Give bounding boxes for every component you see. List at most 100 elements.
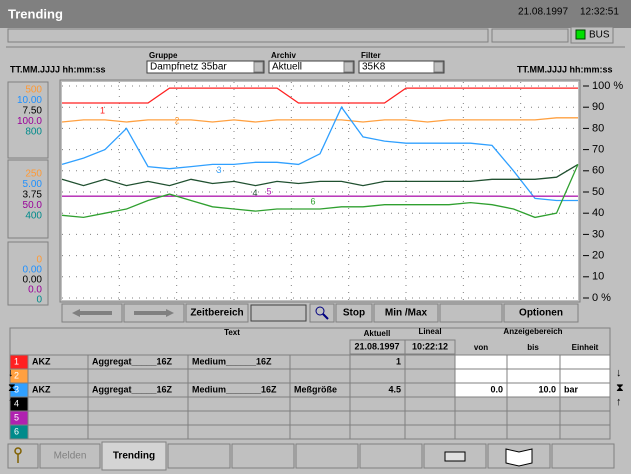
empty-button[interactable] (439, 303, 503, 323)
gruppe-select[interactable]: Dampfnetz 35bar (146, 60, 265, 74)
table-cell (559, 410, 611, 426)
tab[interactable] (295, 443, 359, 469)
scale-value: 400 (25, 211, 42, 222)
y-tick-label: 40 (592, 207, 604, 219)
trend-line (61, 164, 579, 219)
table-cell (349, 424, 406, 440)
select-box[interactable] (268, 60, 355, 74)
tab-label[interactable]: Melden (54, 451, 87, 462)
start-time: TT.MM.JJJJ hh:mm:ss (10, 64, 106, 74)
tab[interactable] (359, 443, 423, 469)
swap-icon: ⧗ (8, 382, 16, 394)
table-cell (187, 396, 291, 412)
table-cell (506, 424, 561, 440)
archiv-select[interactable]: Aktuell (268, 60, 355, 74)
print-button[interactable] (423, 443, 487, 469)
table-cell (289, 368, 351, 384)
scale-value: 0 (36, 295, 42, 306)
zoom-button[interactable] (309, 303, 335, 323)
table-cell (559, 424, 611, 440)
table-cell (506, 354, 561, 370)
table-cell (454, 424, 508, 440)
minmax-button[interactable] (373, 303, 439, 323)
button-label[interactable]: Stop (343, 308, 365, 319)
select-box[interactable] (146, 60, 265, 74)
table-cell (289, 410, 351, 426)
trend-line (62, 87, 578, 104)
cell-text: 3 (14, 384, 19, 394)
button-label[interactable]: Optionen (519, 308, 563, 319)
table-cell (404, 424, 456, 440)
tab-bar: Melden Trending (0, 441, 631, 474)
select-button[interactable] (253, 61, 264, 73)
y-tick-label: 30 (592, 228, 604, 240)
column-header: Einheit (572, 343, 599, 352)
table-cell (349, 368, 406, 384)
reference-date: 21.08.1997 (354, 341, 399, 351)
zeitbereich-button[interactable] (185, 303, 249, 323)
tab-label[interactable]: Trending (113, 451, 155, 462)
table-cell (87, 396, 189, 412)
optionen-button[interactable] (503, 303, 579, 323)
header-cell (404, 339, 456, 355)
cell-text: 1 (396, 356, 401, 366)
tab[interactable] (167, 443, 231, 469)
series-label: 1 (100, 105, 105, 115)
column-header: Text (224, 328, 240, 337)
cell-text: 2 (14, 370, 19, 380)
arrow-left (72, 309, 112, 317)
table-cell (289, 354, 351, 370)
filter-select[interactable]: 35K8 (358, 60, 445, 74)
select-button[interactable] (433, 61, 444, 73)
table-cell (187, 410, 291, 426)
arrow-right (134, 309, 174, 317)
y-tick-label: 10 (592, 271, 604, 283)
y-tick-label: 70 (592, 144, 604, 156)
tab[interactable] (231, 443, 295, 469)
table-cell (506, 368, 561, 384)
y-tick-label: 100 % (592, 80, 623, 92)
move-down-icon: ↓ (8, 367, 14, 379)
zeitbereich-input[interactable] (250, 304, 307, 322)
y-tick-label: 80 (592, 122, 604, 134)
series-label: 3 (217, 165, 222, 175)
cell-text: Medium_______16Z (192, 384, 277, 394)
series-label: 4 (253, 188, 258, 198)
table-cell (289, 396, 351, 412)
column-header: Anzeigebereich (503, 327, 562, 336)
cell-text: bar (564, 384, 579, 394)
trending-tab[interactable] (101, 441, 167, 471)
move-up-icon: ↑ (8, 396, 14, 408)
table-cell (454, 396, 508, 412)
move-down-icon: ↓ (616, 367, 622, 379)
stop-button[interactable] (335, 303, 373, 323)
table-cell (404, 368, 456, 384)
move-up-icon: ↑ (616, 396, 622, 408)
tab[interactable] (551, 443, 615, 469)
select-value[interactable]: Dampfnetz 35bar (150, 62, 227, 73)
cell-text: 4 (14, 398, 19, 408)
table-cell (289, 424, 351, 440)
select-value[interactable]: Aktuell (272, 62, 302, 73)
table-cell (27, 368, 89, 384)
select-button[interactable] (343, 61, 354, 73)
zoom-icon (322, 313, 329, 320)
scale-value: 0 (36, 255, 42, 266)
button-label[interactable]: Min /Max (385, 308, 428, 319)
cell-text: Meßgröße (294, 384, 337, 394)
button-label[interactable]: Zeitbereich (190, 308, 243, 319)
melden-tab[interactable] (39, 443, 101, 469)
reference-time: 10:22:12 (412, 341, 448, 351)
scale-value: 3.75 (23, 190, 43, 201)
title-bar (0, 0, 631, 28)
select-box[interactable] (358, 60, 445, 74)
trend-line (61, 163, 579, 187)
key-button[interactable] (7, 443, 39, 469)
select-value[interactable]: 35K8 (362, 62, 386, 73)
table-cell (454, 354, 508, 370)
cell-text: Medium______16Z (192, 356, 272, 366)
cell-text: AKZ (32, 384, 51, 394)
series-label: 6 (311, 196, 316, 206)
table-cell (559, 396, 611, 412)
status-field (491, 28, 569, 43)
